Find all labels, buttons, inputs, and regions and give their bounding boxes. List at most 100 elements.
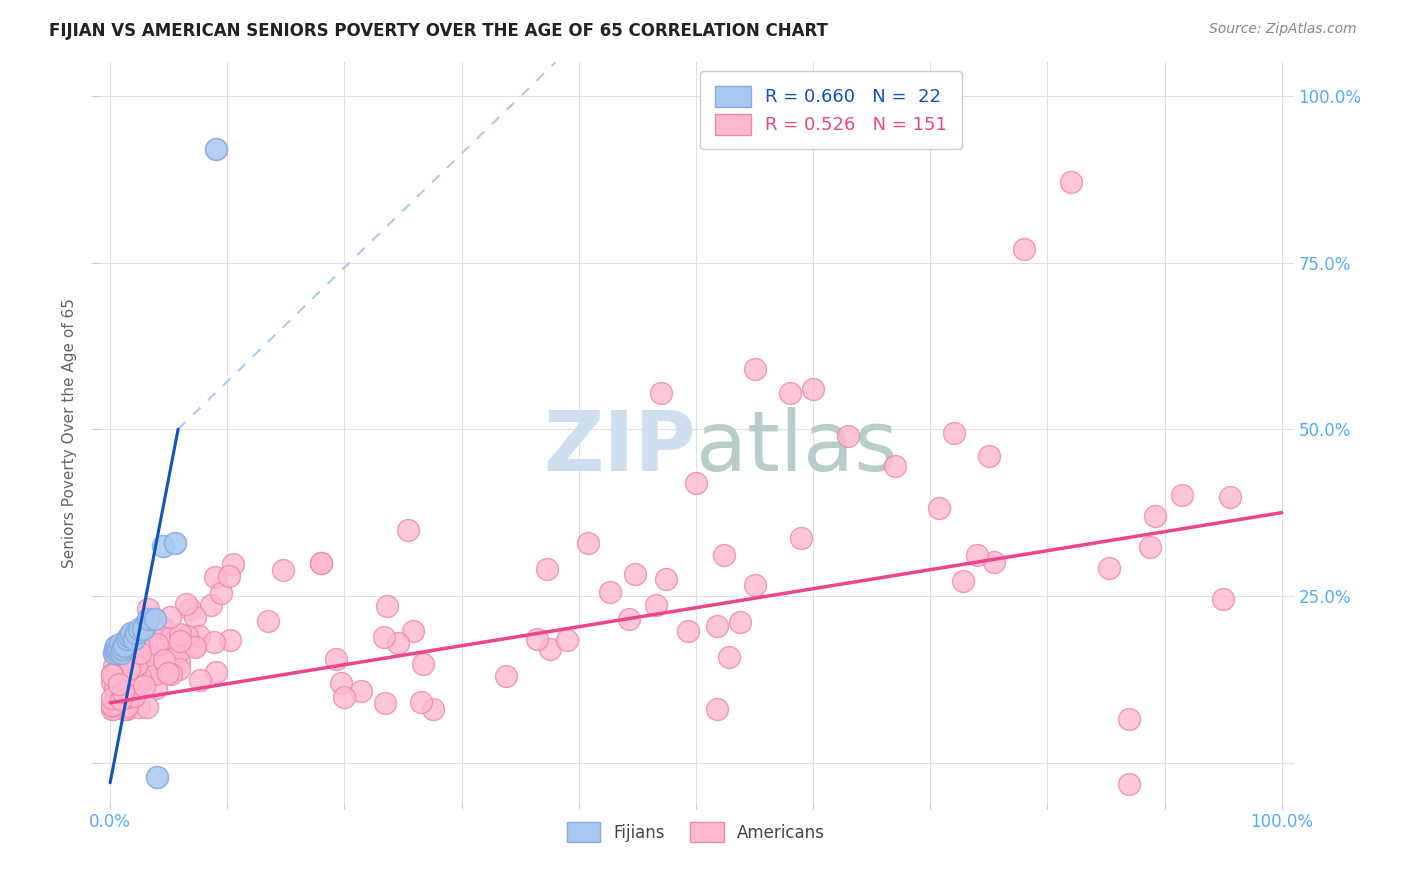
Point: [200, 598, 222, 612]
Point: [183, 638, 205, 652]
Point: [118, 676, 141, 690]
Point: [128, 623, 150, 637]
Point: [205, 665, 228, 679]
Point: [160, 667, 183, 681]
Point: [983, 556, 1005, 570]
Point: [122, 632, 145, 647]
Point: [401, 624, 423, 638]
Point: [103, 658, 125, 673]
Point: [104, 645, 127, 659]
Point: [107, 641, 129, 656]
Point: [107, 670, 129, 684]
Point: [136, 601, 159, 615]
Point: [115, 646, 138, 660]
Point: [966, 548, 988, 562]
Point: [101, 667, 124, 681]
Point: [108, 655, 131, 669]
Point: [184, 610, 207, 624]
Text: ZIP: ZIP: [544, 407, 696, 488]
Point: [706, 619, 728, 633]
Point: [977, 449, 1000, 463]
Point: [619, 612, 641, 626]
Point: [134, 664, 156, 678]
Point: [1118, 777, 1140, 791]
Point: [108, 673, 131, 688]
Point: [138, 648, 160, 663]
Point: [155, 656, 177, 670]
Point: [202, 635, 225, 649]
Point: [222, 557, 245, 571]
Point: [387, 636, 409, 650]
Point: [160, 663, 183, 677]
Point: [118, 686, 141, 700]
Point: [104, 695, 127, 709]
Point: [146, 771, 169, 785]
Point: [101, 668, 124, 682]
Point: [790, 532, 813, 546]
Point: [409, 695, 432, 709]
Point: [167, 637, 190, 651]
Point: [122, 689, 145, 703]
Point: [159, 610, 181, 624]
Point: [167, 662, 190, 676]
Point: [373, 630, 395, 644]
Point: [115, 632, 138, 647]
Point: [396, 523, 419, 537]
Point: [129, 670, 152, 684]
Point: [101, 702, 124, 716]
Point: [645, 599, 668, 613]
Point: [111, 647, 134, 661]
Point: [134, 653, 156, 667]
Point: [801, 382, 824, 396]
Point: [105, 639, 128, 653]
Y-axis label: Seniors Poverty Over the Age of 65: Seniors Poverty Over the Age of 65: [62, 298, 77, 567]
Point: [104, 696, 127, 710]
Point: [134, 624, 156, 639]
Point: [104, 684, 127, 698]
Point: [1212, 592, 1234, 607]
Point: [101, 674, 124, 689]
Point: [136, 700, 159, 714]
Point: [125, 658, 148, 673]
Point: [118, 662, 141, 676]
Point: [128, 653, 150, 667]
Point: [117, 690, 139, 705]
Point: [309, 556, 332, 570]
Point: [779, 385, 801, 400]
Point: [108, 677, 131, 691]
Point: [120, 625, 142, 640]
Point: [160, 630, 183, 644]
Point: [374, 697, 396, 711]
Point: [132, 623, 155, 637]
Point: [555, 633, 578, 648]
Point: [128, 639, 150, 653]
Point: [115, 698, 138, 713]
Point: [1139, 541, 1161, 555]
Point: [952, 574, 974, 588]
Point: [375, 599, 398, 614]
Point: [104, 681, 127, 695]
Point: [325, 652, 347, 666]
Text: Source: ZipAtlas.com: Source: ZipAtlas.com: [1209, 22, 1357, 37]
Point: [1012, 242, 1035, 256]
Point: [655, 572, 678, 586]
Point: [176, 629, 198, 643]
Point: [145, 640, 167, 654]
Point: [650, 385, 672, 400]
Point: [122, 686, 145, 700]
Point: [153, 653, 176, 667]
Point: [190, 673, 212, 687]
Point: [118, 629, 141, 643]
Point: [204, 570, 226, 584]
Point: [105, 644, 128, 658]
Legend: Fijians, Americans: Fijians, Americans: [558, 814, 834, 850]
Point: [108, 658, 131, 673]
Point: [148, 649, 170, 664]
Point: [169, 633, 191, 648]
Point: [127, 632, 149, 647]
Point: [744, 362, 766, 376]
Point: [309, 556, 332, 570]
Point: [111, 668, 134, 682]
Point: [112, 702, 135, 716]
Point: [105, 663, 128, 677]
